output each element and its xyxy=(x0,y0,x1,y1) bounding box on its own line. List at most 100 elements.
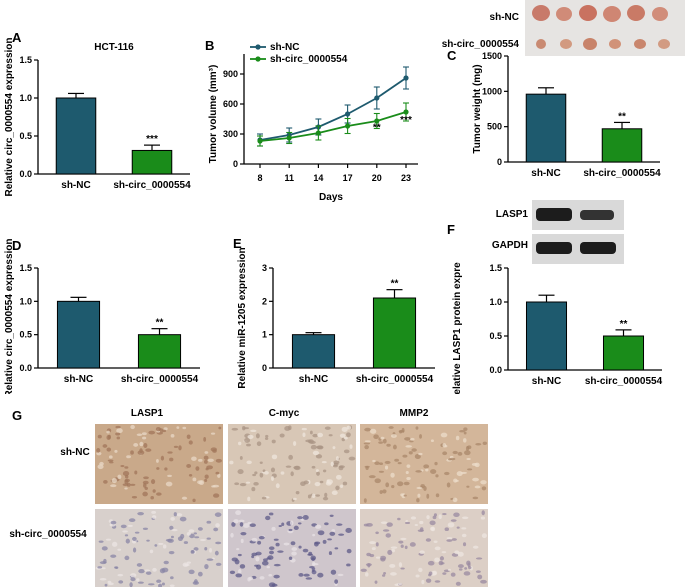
ihc-nucleus xyxy=(387,549,393,555)
ihc-nucleus xyxy=(122,530,128,533)
ihc-nucleus xyxy=(378,441,383,444)
ihc-nucleus xyxy=(421,579,425,585)
y-tick-label: 1.0 xyxy=(19,296,32,306)
ihc-nucleus xyxy=(229,460,234,465)
ihc-nucleus xyxy=(386,522,393,527)
ihc-nucleus xyxy=(159,568,166,574)
chart-f: Relative LASP1 protein expression 0.0 0.5 1… xyxy=(452,262,663,394)
bar xyxy=(601,128,643,163)
ihc-nucleus xyxy=(384,460,391,465)
ihc-nucleus xyxy=(237,441,242,446)
ihc-nucleus xyxy=(130,573,137,578)
ihc-nucleus xyxy=(366,522,373,527)
ihc-nucleus xyxy=(397,517,401,521)
ihc-nucleus xyxy=(391,548,396,553)
ihc-nucleus xyxy=(444,527,450,532)
ihc-nucleus xyxy=(155,427,161,432)
ihc-nucleus xyxy=(341,426,348,433)
ihc-nucleus xyxy=(215,471,220,475)
ihc-nucleus xyxy=(160,455,165,461)
ihc-nucleus xyxy=(382,574,386,577)
bar xyxy=(372,297,417,369)
y-tick-label: 0.5 xyxy=(19,330,32,340)
ihc-nucleus xyxy=(452,450,458,455)
ihc-nucleus xyxy=(235,573,243,578)
ihc-nucleus xyxy=(124,487,128,490)
ihc-nucleus xyxy=(206,537,211,540)
ihc-nucleus xyxy=(261,560,269,566)
ihc-nucleus xyxy=(237,469,244,475)
ihc-nucleus xyxy=(472,545,479,549)
ihc-nucleus xyxy=(375,556,381,559)
ihc-nucleus xyxy=(466,560,471,566)
ihc-nucleus xyxy=(169,584,175,587)
ihc-nucleus xyxy=(461,516,469,520)
ihc-nucleus xyxy=(258,535,265,540)
ihc-nucleus xyxy=(322,539,327,544)
ihc-nucleus xyxy=(435,493,440,498)
ihc-nucleus xyxy=(398,429,405,433)
ihc-nucleus xyxy=(288,425,292,431)
ihc-nucleus xyxy=(108,455,113,459)
western-blot: LASP1 GAPDH xyxy=(492,200,624,264)
ihc-nucleus xyxy=(273,563,281,567)
legend-label: sh-circ_0000554 xyxy=(270,54,348,65)
ihc-nucleus xyxy=(290,471,294,477)
ihc-nucleus xyxy=(193,547,199,551)
ihc-nucleus xyxy=(471,462,478,466)
ihc-nucleus xyxy=(215,541,222,545)
ihc-nucleus xyxy=(385,482,390,488)
ihc-nucleus xyxy=(326,479,330,484)
ihc-nucleus xyxy=(146,539,150,542)
ihc-nucleus xyxy=(268,573,273,577)
ihc-nucleus xyxy=(302,548,309,553)
ihc-nucleus xyxy=(199,538,207,542)
ihc-nucleus xyxy=(334,547,339,550)
ihc-nucleus xyxy=(309,440,316,444)
ihc-nucleus xyxy=(316,471,320,476)
data-point xyxy=(286,135,292,141)
ihc-nucleus xyxy=(154,544,158,547)
ihc-nucleus xyxy=(112,541,118,547)
ihc-nucleus xyxy=(398,582,403,586)
ihc-nucleus xyxy=(251,555,255,559)
legend-marker xyxy=(255,56,261,62)
ihc-nucleus xyxy=(235,510,242,516)
y-tick-label: 0.5 xyxy=(19,131,32,141)
x-category-label: sh-NC xyxy=(531,168,560,179)
ihc-nucleus xyxy=(125,538,130,544)
blot-band xyxy=(536,242,572,254)
x-tick-label: 23 xyxy=(401,173,411,183)
ihc-nucleus xyxy=(386,443,391,447)
ihc-nucleus xyxy=(239,522,244,527)
ihc-nucleus xyxy=(308,551,313,556)
ihc-nucleus xyxy=(322,469,327,473)
ihc-nucleus xyxy=(104,583,108,587)
ihc-nucleus xyxy=(126,455,131,459)
ihc-nucleus xyxy=(183,541,189,544)
ihc-nucleus xyxy=(101,546,108,551)
tumor-photo-row-label-nc: sh-NC xyxy=(490,12,519,23)
ihc-nucleus xyxy=(343,436,348,440)
ihc-nucleus xyxy=(194,536,200,539)
ihc-nucleus xyxy=(156,579,162,583)
ihc-nucleus xyxy=(427,560,435,566)
ihc-nucleus xyxy=(195,466,200,471)
tumor xyxy=(603,6,621,22)
ihc-nucleus xyxy=(103,479,108,484)
chart-c: Tumor weight (mg) 0 500 1000 1500 sh-NC ** sh-c… xyxy=(472,51,661,179)
x-tick-label: 11 xyxy=(284,173,294,183)
ihc-nucleus xyxy=(136,578,140,582)
ihc-nucleus xyxy=(481,486,487,491)
ihc-nucleus xyxy=(382,438,387,444)
ihc-nucleus xyxy=(374,580,378,584)
ihc-nucleus xyxy=(259,461,263,464)
ihc-nucleus xyxy=(415,470,422,473)
ihc-nucleus xyxy=(118,580,124,584)
ihc-nucleus xyxy=(452,497,458,503)
x-category-label: sh-NC xyxy=(64,374,93,385)
ihc-nucleus xyxy=(360,568,367,572)
ihc-nucleus xyxy=(444,471,450,476)
ihc-nucleus xyxy=(335,485,340,491)
ihc-nucleus xyxy=(430,439,434,443)
